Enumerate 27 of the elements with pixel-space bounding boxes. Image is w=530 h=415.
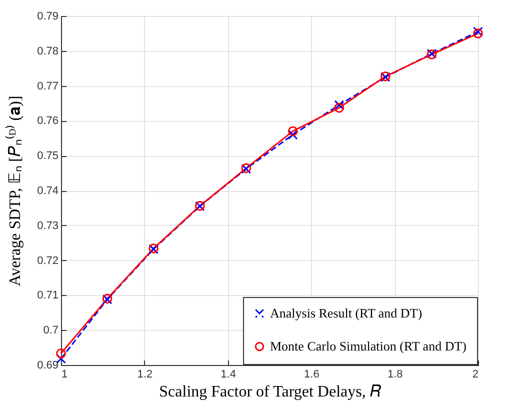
y-tick-label: 0.72 — [37, 254, 58, 267]
point — [288, 130, 298, 140]
y-tick-label: 0.78 — [37, 45, 58, 58]
y-axis-title: Average SDTP, 𝔼ₙ [𝑃ₙ⁽ᴰ⁾ (𝐚)] — [5, 96, 24, 286]
point — [56, 354, 66, 364]
x-tick-label: 1.4 — [220, 368, 236, 380]
x-tick-label: 1.8 — [387, 368, 403, 380]
x-tick-label: 2 — [472, 368, 478, 380]
x-tick-label: 1.6 — [304, 368, 320, 380]
y-tick-label: 0.77 — [37, 80, 58, 92]
y-tick-label: 0.75 — [37, 150, 58, 162]
x-tick-label: 1 — [62, 368, 68, 380]
y-tick-label: 0.79 — [37, 10, 58, 22]
y-tick-label: 0.69 — [37, 360, 58, 372]
point — [56, 348, 66, 358]
point — [334, 100, 344, 110]
y-tick-label: 0.74 — [37, 185, 58, 197]
y-tick-label: 0.7 — [43, 324, 58, 337]
point — [334, 102, 344, 113]
legend-label: Monte Carlo Simulation (RT and DT) — [270, 338, 466, 354]
point — [288, 126, 298, 136]
legend-label: Analysis Result (RT and DT) — [270, 306, 422, 320]
x-axis-title: Scaling Factor of Target Delays, 𝑅 — [159, 384, 381, 400]
y-tick-label: 0.76 — [37, 115, 58, 128]
x-tick-label: 1.2 — [137, 368, 153, 380]
y-tick-label: 0.71 — [37, 290, 58, 302]
y-tick-label: 0.73 — [37, 220, 58, 232]
